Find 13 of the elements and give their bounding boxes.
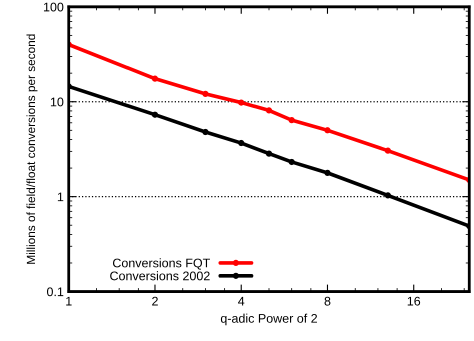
y-tick-label: 1 [58, 192, 64, 202]
legend-label: Conversions 2002 [110, 271, 210, 280]
y-tick-label: 100 [44, 2, 64, 12]
x-axis-title: q-adic Power of 2 [220, 314, 318, 326]
x-tick-label: 1 [66, 296, 72, 306]
y-tick-label: 0.1 [46, 287, 64, 296]
x-tick-label: 8 [324, 296, 330, 306]
y-axis-title: Millions of field/float conversions per second [26, 34, 38, 264]
x-tick-label: 2 [152, 296, 158, 306]
legend-label: Conversions FQT [112, 258, 210, 270]
x-tick-label: 16 [408, 296, 420, 306]
y-tick-label: 10 [50, 98, 64, 106]
x-tick-label: 4 [238, 296, 244, 306]
